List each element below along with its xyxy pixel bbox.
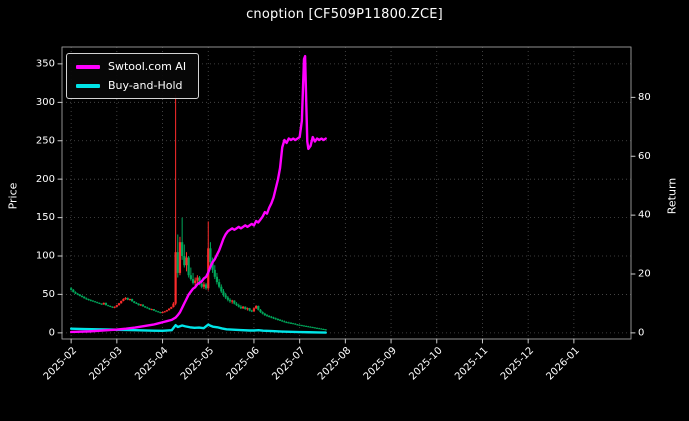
ai-line-swatch <box>76 64 100 69</box>
legend: Swtool.com AI Buy-and-Hold <box>66 53 200 99</box>
return-axis-label: Return <box>665 177 679 215</box>
legend-label-ai: Swtool.com AI <box>108 60 187 73</box>
legend-label-buyhold: Buy-and-Hold <box>108 79 183 92</box>
legend-item-buyhold: Buy-and-Hold <box>76 79 186 92</box>
buyhold-line-swatch <box>76 83 100 88</box>
chart-title: cnoption [CF509P11800.ZCE] <box>246 7 443 22</box>
legend-item-ai: Swtool.com AI <box>76 60 186 73</box>
price-axis-label: Price <box>6 182 20 210</box>
